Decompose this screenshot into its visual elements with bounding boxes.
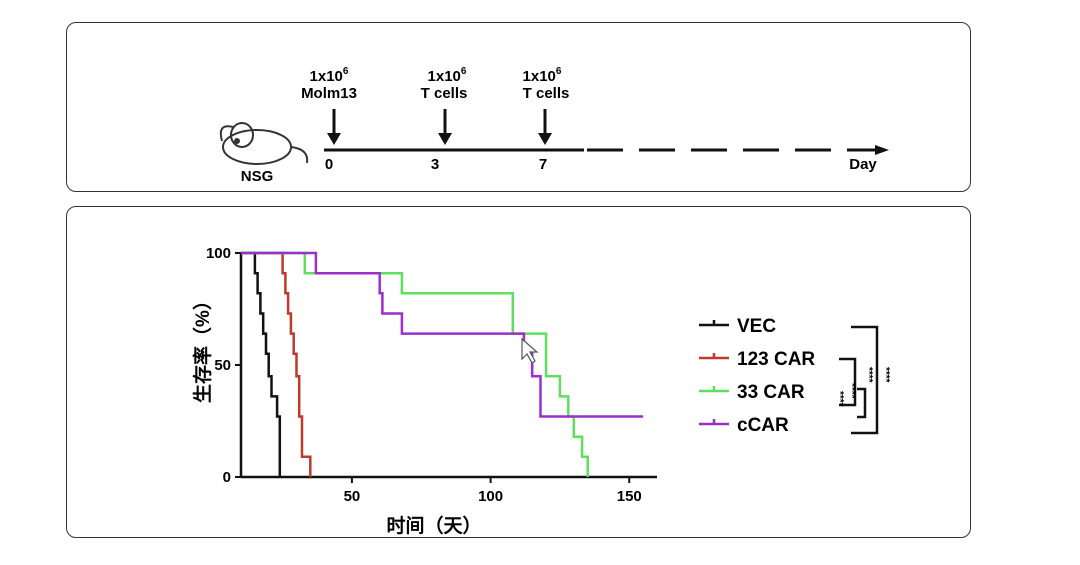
event-arrowhead-icon	[327, 133, 341, 145]
timeline-diagram: NSG Day 1x106 Molm13 0 1x106 T cells 3	[219, 66, 889, 185]
event-label: T cells	[421, 85, 468, 102]
y-tick-label: 50	[214, 357, 231, 374]
legend-label: 33 CAR	[737, 382, 805, 403]
event-label: T cells	[523, 85, 570, 102]
series-line-vec	[241, 251, 282, 477]
event-arrowhead-icon	[438, 133, 452, 145]
bracket-outer	[851, 325, 879, 435]
significance-mark: ****	[834, 391, 845, 407]
svg-text:1x106: 1x106	[310, 66, 349, 85]
x-axis-label: 时间（天）	[386, 514, 481, 537]
timeline-panel: NSG Day 1x106 Molm13 0 1x106 T cells 3	[66, 22, 971, 192]
timeline-event-0: 1x106 Molm13 0	[301, 66, 357, 173]
legend-label: VEC	[737, 316, 776, 337]
y-axis-label: 生存率（%）	[191, 291, 214, 403]
significance-mark: ****	[880, 367, 891, 383]
event-exponent: 6	[461, 66, 467, 77]
legend-label: 123 CAR	[737, 349, 815, 370]
svg-text:1x106: 1x106	[523, 66, 562, 85]
legend-item: VEC	[699, 316, 776, 337]
series-line-123-car	[241, 251, 312, 477]
event-exponent: 6	[556, 66, 562, 77]
y-tick-label: 0	[223, 469, 231, 486]
timeline-arrowhead-icon	[875, 145, 889, 155]
legend-item: 123 CAR	[699, 349, 815, 370]
x-tick-label: 150	[617, 488, 642, 505]
event-exponent: 6	[343, 66, 349, 77]
event-arrowhead-icon	[538, 133, 552, 145]
mouse-strain-label: NSG	[241, 168, 274, 185]
significance-brackets	[839, 325, 879, 435]
series-line-33-car	[241, 251, 589, 477]
series-line-ccar	[241, 251, 644, 418]
timeline-event-1: 1x106 T cells 3	[421, 66, 468, 173]
event-day: 3	[431, 156, 439, 173]
legend: VEC 123 CAR 33 CAR cCAR	[699, 316, 815, 436]
legend-item: cCAR	[699, 415, 789, 436]
event-day: 0	[325, 156, 333, 173]
y-tick-label: 100	[206, 245, 231, 262]
survival-chart: 50 100 150 0 50 100 生存率（%） 时间（天） VEC 123 CAR 33…	[191, 245, 891, 537]
event-label: Molm13	[301, 85, 357, 102]
x-tick-label: 100	[478, 488, 503, 505]
mouse-cursor-icon	[521, 337, 539, 364]
significance-mark: ****	[863, 367, 874, 383]
mouse-icon	[219, 122, 309, 165]
bracket-inner	[857, 387, 867, 419]
x-tick-label: 50	[344, 488, 361, 505]
plot-area: 50 100 150 0 50 100	[206, 245, 657, 505]
event-dose: 1x10	[428, 68, 461, 85]
significance-mark: ****	[846, 383, 857, 399]
event-day: 7	[539, 156, 547, 173]
event-dose: 1x10	[523, 68, 556, 85]
svg-text:1x106: 1x106	[428, 66, 467, 85]
legend-label: cCAR	[737, 415, 789, 436]
event-dose: 1x10	[310, 68, 343, 85]
timeline-axis-label: Day	[849, 156, 877, 173]
bracket-middle	[839, 357, 857, 407]
survival-chart-panel: 50 100 150 0 50 100 生存率（%） 时间（天） VEC 123 CAR 33…	[66, 206, 971, 538]
timeline-event-2: 1x106 T cells 7	[523, 66, 570, 173]
legend-item: 33 CAR	[699, 382, 805, 403]
